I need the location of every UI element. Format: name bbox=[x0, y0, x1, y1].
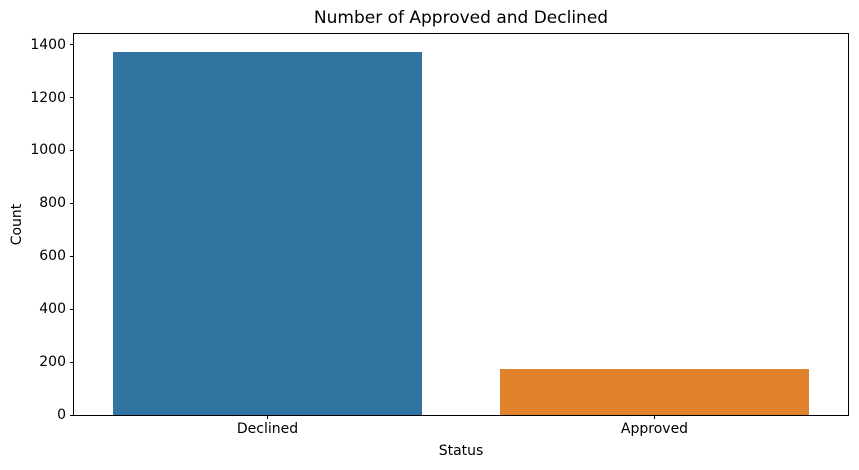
bar-declined bbox=[112, 52, 423, 415]
y-tick-label: 1200 bbox=[30, 89, 66, 106]
plot-area: 0 200 400 600 800 1000 1200 1400 Declined Approve… bbox=[30, 33, 849, 437]
x-axis-label: Status bbox=[438, 443, 484, 459]
y-tick-mark bbox=[70, 149, 74, 151]
y-tick-mark bbox=[70, 308, 74, 310]
x-tick-label: Approved bbox=[620, 421, 689, 437]
y-tick-label: 1000 bbox=[30, 142, 66, 159]
y-tick-label: 200 bbox=[39, 354, 66, 371]
chart-title: Number of Approved and Declined bbox=[313, 8, 609, 28]
y-tick-mark bbox=[70, 361, 74, 363]
bar-approved bbox=[499, 368, 810, 415]
y-tick-label: 400 bbox=[39, 301, 66, 318]
y-tick-mark bbox=[70, 255, 74, 257]
y-tick-mark bbox=[70, 414, 74, 416]
x-tick-mark bbox=[267, 415, 268, 419]
y-tick-mark bbox=[70, 202, 74, 204]
y-tick-label: 600 bbox=[39, 248, 66, 265]
y-tick-label: 1400 bbox=[30, 36, 66, 53]
x-tick-mark bbox=[654, 415, 655, 419]
y-tick-label: 0 bbox=[57, 407, 66, 423]
y-tick-label: 800 bbox=[39, 195, 66, 212]
y-tick-mark bbox=[70, 44, 74, 46]
x-tick-label: Declined bbox=[236, 421, 299, 437]
y-tick-mark bbox=[70, 97, 74, 98]
